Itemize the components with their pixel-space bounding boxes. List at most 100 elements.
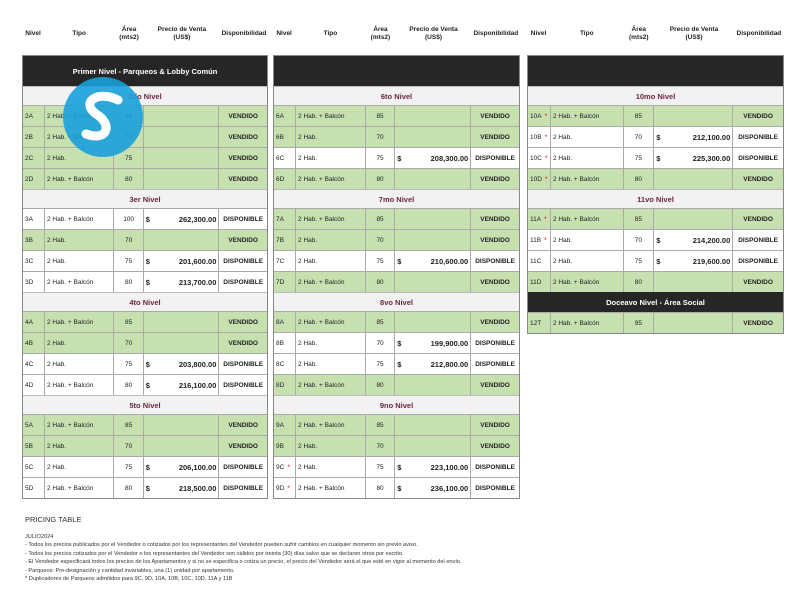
nivel: 2B <box>25 133 33 141</box>
unit-row: 7B 2 Hab. 70 VENDIDO <box>274 229 519 250</box>
unit-row: 3C 2 Hab. 75 $201,600.00 DISPONIBLE <box>23 250 267 271</box>
currency: $ <box>397 483 402 493</box>
asterisk: * <box>287 463 290 471</box>
section-title: 7mo Nivel <box>274 189 519 208</box>
header-area-label: Área <box>631 26 646 33</box>
header-tipo: Tipo <box>323 30 338 37</box>
tipo: 2 Hab. + Balcón <box>551 169 624 189</box>
tipo: 2 Hab. + Balcón <box>551 209 624 229</box>
tipo: 2 Hab. <box>551 127 624 147</box>
nivel: 9D <box>276 484 285 492</box>
nivel: 3C <box>25 257 34 265</box>
footer: PRICING TABLE JULIO2024 - Todos los prec… <box>25 515 462 584</box>
unit-row: 5C 2 Hab. 75 $206,100.00 DISPONIBLE <box>23 456 267 477</box>
unit-row: 9B 2 Hab. 70 VENDIDO <box>274 435 519 456</box>
column: Nivel Tipo Área (mts2) Precio de Venta (US$) D… <box>22 22 268 499</box>
area: 70 <box>624 230 655 250</box>
tipo: 2 Hab. + Balcón <box>296 478 366 498</box>
price-cell <box>144 148 220 168</box>
price: 223,100.00 <box>430 462 469 472</box>
header-row: Nivel Tipo Área (mts2) Precio de Venta (US$) D… <box>22 22 268 46</box>
price-cell: $208,300.00 <box>395 148 472 168</box>
nivel: 2C <box>25 154 34 162</box>
header-precio-unit: (US$) <box>173 34 191 41</box>
area: 75 <box>366 354 396 374</box>
header-area-unit: (mts2) <box>370 34 391 41</box>
price: 206,100.00 <box>178 462 217 472</box>
section-banner: Doceavo Nivel - Área Social <box>528 292 783 312</box>
tipo: 2 Hab. <box>45 436 115 456</box>
nivel: 11C <box>530 257 542 265</box>
tipo: 2 Hab. <box>551 251 624 271</box>
status: DISPONIBLE <box>223 484 264 492</box>
price-cell <box>395 415 472 435</box>
nivel: 5B <box>25 442 33 450</box>
asterisk: * <box>544 154 548 162</box>
price-cell <box>395 272 472 292</box>
asterisk: * <box>544 112 548 120</box>
nivel-cell: 3D <box>23 272 45 292</box>
nivel: 5C <box>25 463 34 471</box>
nivel-cell: 2C <box>23 148 45 168</box>
status: VENDIDO <box>480 442 510 450</box>
asterisk: * <box>544 175 548 183</box>
price-cell: $223,100.00 <box>395 457 472 477</box>
area: 70 <box>114 333 144 353</box>
tipo: 2 Hab. + Balcón <box>551 272 624 292</box>
nivel-cell: 4D <box>23 375 45 395</box>
footer-date: JULIO2024 <box>25 533 54 540</box>
nivel-cell: 4C <box>23 354 45 374</box>
tipo: 2 Hab. <box>45 457 115 477</box>
nivel: 5A <box>25 421 33 429</box>
area: 75 <box>366 148 396 168</box>
nivel: 6A <box>276 112 284 120</box>
price-cell <box>144 312 220 332</box>
tipo: 2 Hab. <box>45 148 115 168</box>
area: 80 <box>624 169 655 189</box>
price-cell <box>144 169 220 189</box>
status: VENDIDO <box>480 133 510 141</box>
price: 212,100.00 <box>692 132 731 142</box>
nivel: 11D <box>530 278 542 286</box>
header-precio-label: Precio de Venta <box>157 26 207 33</box>
status: DISPONIBLE <box>223 360 264 368</box>
column: Nivel Tipo Área (mts2) Precio de Venta (US$) D… <box>273 22 520 499</box>
area: 80 <box>366 375 396 395</box>
unit-row: 7D 2 Hab. + Balcón 80 VENDIDO <box>274 271 519 292</box>
unit-row: 10A * 2 Hab. + Balcón 85 VENDIDO <box>528 105 783 126</box>
status: VENDIDO <box>480 381 510 389</box>
nivel-cell: 7D <box>274 272 297 292</box>
nivel: 7D <box>276 278 285 286</box>
nivel: 9A <box>276 421 284 429</box>
price: 199,900.00 <box>430 338 469 348</box>
header-area-label: Área <box>121 26 137 33</box>
currency: $ <box>397 256 402 266</box>
nivel: 7B <box>276 236 284 244</box>
unit-row: 8D 2 Hab. + Balcón 80 VENDIDO <box>274 374 519 395</box>
nivel-cell: 7A <box>274 209 297 229</box>
currency: $ <box>145 483 150 493</box>
section-title: 6to Nivel <box>274 86 519 105</box>
status: VENDIDO <box>228 442 258 450</box>
tipo: 2 Hab. <box>296 354 366 374</box>
header-area-unit: (mts2) <box>629 34 649 41</box>
status: DISPONIBLE <box>738 154 778 162</box>
price-cell <box>395 127 472 147</box>
price-cell: $236,100.00 <box>395 478 472 498</box>
nivel-cell: 2A <box>23 106 45 126</box>
currency: $ <box>145 380 150 390</box>
status: DISPONIBLE <box>223 463 264 471</box>
tipo: 2 Hab. + Balcón <box>296 375 366 395</box>
tipo: 2 Hab. + Balcón <box>45 312 115 332</box>
price-cell <box>395 169 472 189</box>
nivel: 4D <box>25 381 34 389</box>
price-cell: $212,800.00 <box>395 354 472 374</box>
tipo: 2 Hab. <box>296 148 366 168</box>
unit-row: 3B 2 Hab. 70 VENDIDO <box>23 229 267 250</box>
currency: $ <box>145 214 150 224</box>
logo-s <box>81 91 123 141</box>
header-disponibilidad: Disponibilidad <box>221 30 267 37</box>
status: VENDIDO <box>228 421 258 429</box>
unit-row: 10B * 2 Hab. 70 $212,100.00 DISPONIBLE <box>528 126 783 147</box>
nivel-cell: 8A <box>274 312 297 332</box>
